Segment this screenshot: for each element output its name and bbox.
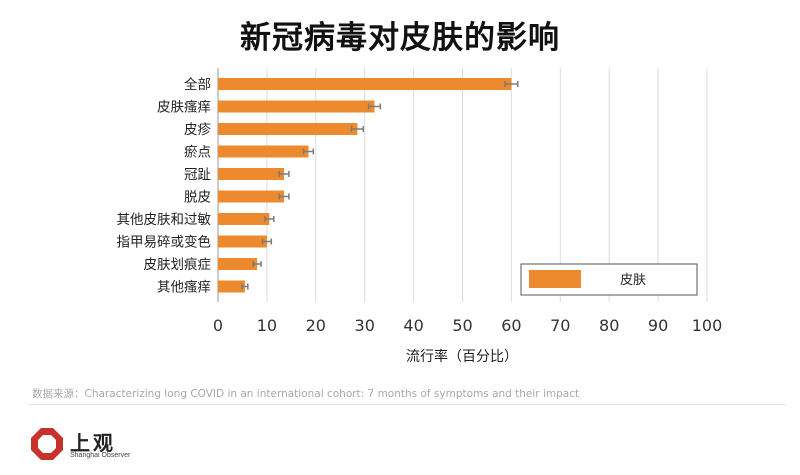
- legend: 皮肤: [520, 263, 698, 296]
- bar: [218, 145, 309, 158]
- octagon-logo-icon: [31, 428, 63, 460]
- logo-name: 上观: [70, 431, 116, 455]
- category-label: 冠趾: [184, 167, 211, 183]
- bar: [218, 168, 285, 180]
- x-tick-label: 100: [692, 316, 723, 335]
- x-tick-label: 20: [306, 316, 326, 335]
- bars: [218, 78, 512, 293]
- publisher-logo: 上观 Shanghai Observer: [30, 427, 170, 465]
- source-note: 数据来源：Characterizing long COVID in an int…: [32, 388, 580, 400]
- category-label: 皮肤划痕症: [144, 257, 212, 273]
- legend-swatch: [529, 270, 581, 288]
- x-tick-label: 60: [501, 316, 521, 335]
- category-label: 皮肤瘙痒: [157, 99, 211, 116]
- x-tick-label: 10: [257, 316, 277, 335]
- footer-divider: [28, 404, 786, 405]
- error-bars: [241, 81, 519, 290]
- bar: [218, 78, 512, 90]
- x-tick-label: 90: [648, 316, 668, 335]
- bar: [218, 123, 358, 135]
- x-tick-label: 30: [355, 316, 375, 335]
- chart-title: 新冠病毒对皮肤的影响: [240, 20, 560, 56]
- category-label: 指甲易碎或变色: [117, 234, 212, 251]
- x-tick-labels: 0 10 20 30 40 50 60 70 80 90 100: [213, 316, 722, 335]
- bar: [218, 235, 267, 248]
- bar: [218, 190, 285, 203]
- category-label: 其他皮肤和过敏: [117, 212, 212, 228]
- x-tick-label: 0: [213, 316, 223, 335]
- category-label: 全部: [184, 76, 211, 93]
- x-axis-label: 流行率（百分比）: [406, 348, 518, 365]
- x-tick-label: 50: [452, 316, 472, 335]
- x-tick-label: 80: [599, 316, 619, 335]
- x-tick-label: 40: [403, 316, 423, 335]
- bar: [218, 258, 258, 270]
- category-label: 瘀点: [184, 144, 211, 161]
- category-label: 脱皮: [184, 190, 211, 206]
- x-tick-label: 70: [550, 316, 570, 335]
- logo-subtitle: Shanghai Observer: [70, 452, 131, 459]
- category-label: 皮疹: [184, 122, 211, 138]
- legend-label: 皮肤: [620, 273, 646, 288]
- category-label: 其他瘙痒: [157, 279, 211, 296]
- bar: [218, 213, 270, 225]
- bar: [218, 100, 375, 113]
- bar: [218, 280, 245, 293]
